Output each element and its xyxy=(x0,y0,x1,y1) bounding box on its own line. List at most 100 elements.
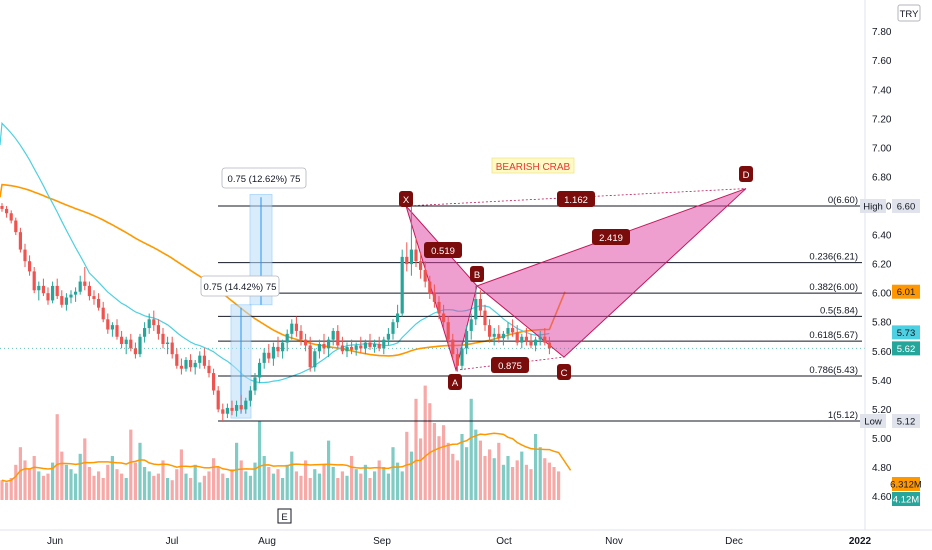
measure-label: 0.75 (12.62%) 75 xyxy=(228,174,301,185)
candle-body xyxy=(299,330,303,340)
candle-body xyxy=(9,213,13,221)
volume-bar xyxy=(331,467,335,500)
candle-body xyxy=(488,325,492,337)
price-tick-label: 6.80 xyxy=(872,172,892,183)
pattern-labels: X A B C D 0.519 0.875 1.162 2.419 BEARISH CRAB xyxy=(399,157,753,390)
candle xyxy=(244,397,248,414)
candle-body xyxy=(529,341,533,346)
candle-body xyxy=(396,313,400,323)
volume-bar xyxy=(442,425,446,500)
candle xyxy=(506,322,510,340)
currency-box[interactable]: TRY xyxy=(897,4,921,22)
candle-body xyxy=(138,336,142,355)
pattern-point-c: C xyxy=(561,368,568,379)
candle xyxy=(317,339,321,359)
candle-body xyxy=(161,333,165,345)
candle-body xyxy=(18,232,22,250)
earnings-marker[interactable]: E xyxy=(277,508,292,524)
candle-body xyxy=(294,323,298,331)
candle xyxy=(253,373,257,395)
candle-body xyxy=(308,345,312,368)
price-tick-label: 7.40 xyxy=(872,85,892,96)
candle xyxy=(492,328,496,346)
candle-body xyxy=(363,342,367,349)
candle xyxy=(377,336,381,352)
volume-bar xyxy=(83,438,87,500)
candle-body xyxy=(497,333,501,339)
candle xyxy=(414,237,418,268)
candle-body xyxy=(14,220,18,233)
candle xyxy=(497,325,501,343)
candle-body xyxy=(55,285,59,297)
candle-body xyxy=(428,281,432,294)
candle xyxy=(23,243,27,268)
candle-body xyxy=(120,336,124,345)
price-axis[interactable]: 7.80 7.60 7.40 7.20 7.00 6.80 6.60 6.40 6.20 6.00… xyxy=(860,27,922,506)
measure-boxes[interactable]: 0.75 (12.62%) 75 0.75 (14.42%) 75 xyxy=(200,167,307,419)
volume-bar xyxy=(336,478,340,500)
volume-bar xyxy=(267,467,271,500)
price-badge-value: 5.12 xyxy=(897,417,916,428)
candle-body xyxy=(170,342,174,355)
candle xyxy=(313,348,317,372)
candle xyxy=(161,328,165,349)
volume-bar xyxy=(230,469,234,500)
volume-bar xyxy=(198,482,202,500)
candle-body xyxy=(354,345,358,350)
candle xyxy=(446,316,450,346)
volume-bar xyxy=(543,458,547,500)
volume-bar xyxy=(46,473,50,500)
volume-bar xyxy=(308,478,312,500)
candle xyxy=(133,342,137,359)
volume-bar xyxy=(290,451,294,500)
candle-body xyxy=(267,352,271,359)
volume-bar xyxy=(350,456,354,500)
volume-bar xyxy=(115,469,119,500)
time-axis[interactable]: Jun Jul Aug Sep Oct Nov Dec 2022 xyxy=(47,536,872,547)
volume-bar xyxy=(313,469,317,500)
candle xyxy=(198,351,202,369)
candle xyxy=(460,342,464,371)
candle xyxy=(0,203,4,212)
price-badge-bg xyxy=(892,414,920,428)
candle-body xyxy=(244,400,248,410)
time-tick-label: Nov xyxy=(605,536,623,547)
volume-bar xyxy=(244,471,248,500)
candle-body xyxy=(230,407,234,411)
price-badge-label-bg xyxy=(860,414,886,428)
volume-bar xyxy=(538,447,542,500)
candle-body xyxy=(101,307,105,320)
candle-body xyxy=(133,348,137,355)
volume-bar xyxy=(124,478,128,500)
currency-label: TRY xyxy=(900,9,919,20)
candle xyxy=(409,206,413,276)
candle xyxy=(478,290,482,317)
volume-bar xyxy=(377,460,381,500)
candle xyxy=(442,304,446,329)
volume-bar xyxy=(492,458,496,500)
candle xyxy=(138,333,142,358)
pattern-point-d: D xyxy=(743,170,750,181)
candle-body xyxy=(506,328,510,334)
candle-body xyxy=(212,373,216,391)
harmonic-pattern[interactable] xyxy=(405,188,747,373)
volume-bar xyxy=(175,469,179,500)
candle-body xyxy=(317,344,321,352)
candle-body xyxy=(253,377,257,391)
volume-bar xyxy=(74,473,78,500)
volume-bar xyxy=(474,429,478,500)
volume-bar xyxy=(409,451,413,500)
candle-body xyxy=(175,354,179,366)
earnings-marker-label: E xyxy=(281,512,287,523)
volume-bar xyxy=(262,456,266,500)
candle xyxy=(64,293,68,311)
candle-body xyxy=(345,346,349,352)
volume-bar xyxy=(391,447,395,500)
volume-bar xyxy=(446,442,450,500)
candle xyxy=(304,333,308,352)
volume-bar xyxy=(216,467,220,500)
pattern-xd-line xyxy=(405,188,747,207)
candle-body xyxy=(313,351,317,368)
volume-bar xyxy=(501,464,505,500)
